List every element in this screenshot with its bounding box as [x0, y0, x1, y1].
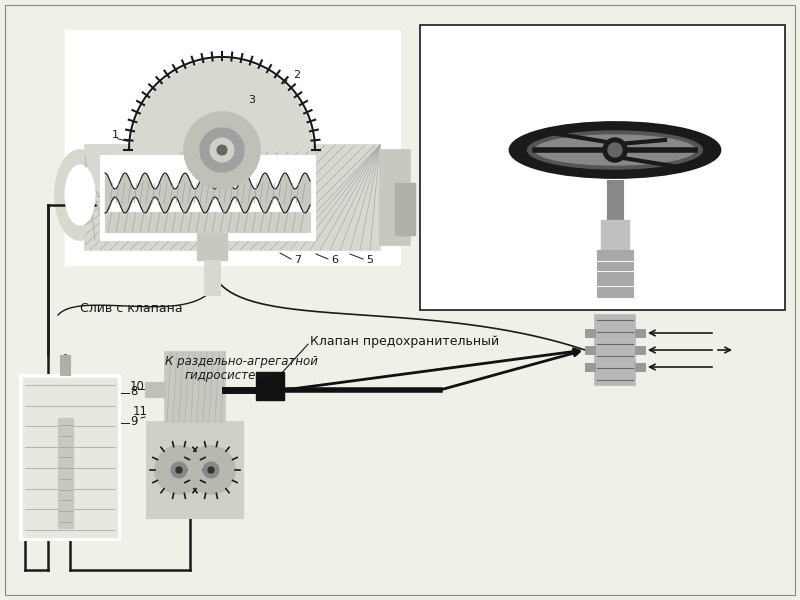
Bar: [65, 30, 400, 265]
Bar: [601, 220, 629, 250]
Text: 7: 7: [294, 255, 302, 265]
Bar: [585, 363, 595, 371]
Bar: [597, 272, 633, 285]
Bar: [60, 355, 70, 375]
Ellipse shape: [510, 122, 720, 178]
Circle shape: [217, 145, 227, 155]
Circle shape: [184, 112, 260, 188]
Text: 1: 1: [111, 130, 118, 140]
Text: Клапан предохранительный: Клапан предохранительный: [310, 335, 499, 349]
Circle shape: [155, 446, 203, 494]
Bar: [147, 422, 243, 518]
Ellipse shape: [527, 131, 702, 169]
Circle shape: [210, 138, 234, 162]
Bar: [635, 346, 645, 354]
Text: 8: 8: [130, 385, 138, 398]
Text: Слив с клапана: Слив с клапана: [80, 301, 182, 314]
Text: 3: 3: [249, 95, 255, 105]
Bar: [597, 262, 633, 270]
Circle shape: [208, 467, 214, 473]
Circle shape: [176, 467, 182, 473]
Bar: [85, 145, 380, 250]
Bar: [585, 329, 595, 337]
Circle shape: [608, 143, 622, 157]
Text: 6: 6: [331, 255, 338, 265]
Bar: [204, 260, 220, 295]
Text: 10: 10: [130, 380, 145, 393]
Bar: [197, 230, 227, 260]
Bar: [635, 363, 645, 371]
Bar: [165, 352, 225, 422]
Text: К раздельно-агрегатной: К раздельно-агрегатной: [165, 355, 318, 368]
Bar: [20, 375, 120, 540]
Bar: [635, 329, 645, 337]
Text: 11: 11: [133, 405, 148, 418]
Bar: [597, 287, 633, 297]
Bar: [595, 315, 635, 385]
Bar: [380, 150, 410, 245]
Bar: [58, 418, 73, 528]
Bar: [395, 183, 415, 235]
Bar: [585, 346, 595, 354]
Bar: [256, 372, 284, 400]
Text: 9: 9: [130, 415, 138, 428]
Circle shape: [187, 446, 235, 494]
Ellipse shape: [535, 135, 695, 165]
Bar: [100, 155, 315, 240]
Ellipse shape: [55, 150, 105, 240]
Circle shape: [171, 462, 187, 478]
Circle shape: [200, 128, 244, 172]
Bar: [607, 180, 623, 225]
Bar: [23, 378, 117, 537]
Bar: [145, 382, 165, 397]
Text: 2: 2: [294, 70, 301, 80]
Circle shape: [603, 138, 627, 162]
Polygon shape: [132, 60, 312, 150]
Circle shape: [203, 462, 219, 478]
Bar: [420, 25, 785, 310]
Ellipse shape: [65, 165, 95, 225]
Text: 5: 5: [366, 255, 374, 265]
Bar: [105, 212, 310, 232]
Bar: [597, 250, 633, 260]
Text: гидросистеме: гидросистеме: [185, 368, 273, 382]
